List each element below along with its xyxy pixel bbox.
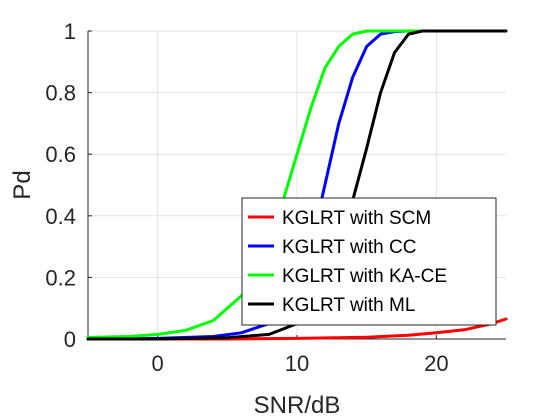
- legend-label: KGLRT with CC: [282, 237, 416, 258]
- legend-label: KGLRT with ML: [282, 295, 415, 316]
- series-line-1: [86, 317, 508, 341]
- legend-label: KGLRT with SCM: [282, 208, 431, 229]
- x-tick-label: 10: [285, 351, 309, 376]
- y-tick-label: 0.2: [45, 265, 76, 290]
- legend-label: KGLRT with KA-CE: [282, 266, 447, 287]
- x-tick-label: 20: [424, 351, 448, 376]
- y-tick-label: 0.8: [45, 81, 76, 106]
- y-tick-label: 0.6: [45, 142, 76, 167]
- y-tick-label: 0.4: [45, 204, 76, 229]
- tick-labels: 0 10 20 0 0.2 0.4 0.6 0.8 1: [45, 19, 448, 376]
- y-axis-label: Pd: [9, 170, 36, 199]
- y-tick-label: 0: [64, 327, 76, 352]
- series-line-3: [86, 29, 508, 339]
- legend-box: [241, 197, 497, 326]
- x-axis-label: SNR/dB: [254, 392, 341, 419]
- y-tick-label: 1: [64, 19, 76, 44]
- x-tick-label: 0: [152, 351, 164, 376]
- legend: KGLRT with SCM KGLRT with CC KGLRT with KA…: [241, 197, 497, 326]
